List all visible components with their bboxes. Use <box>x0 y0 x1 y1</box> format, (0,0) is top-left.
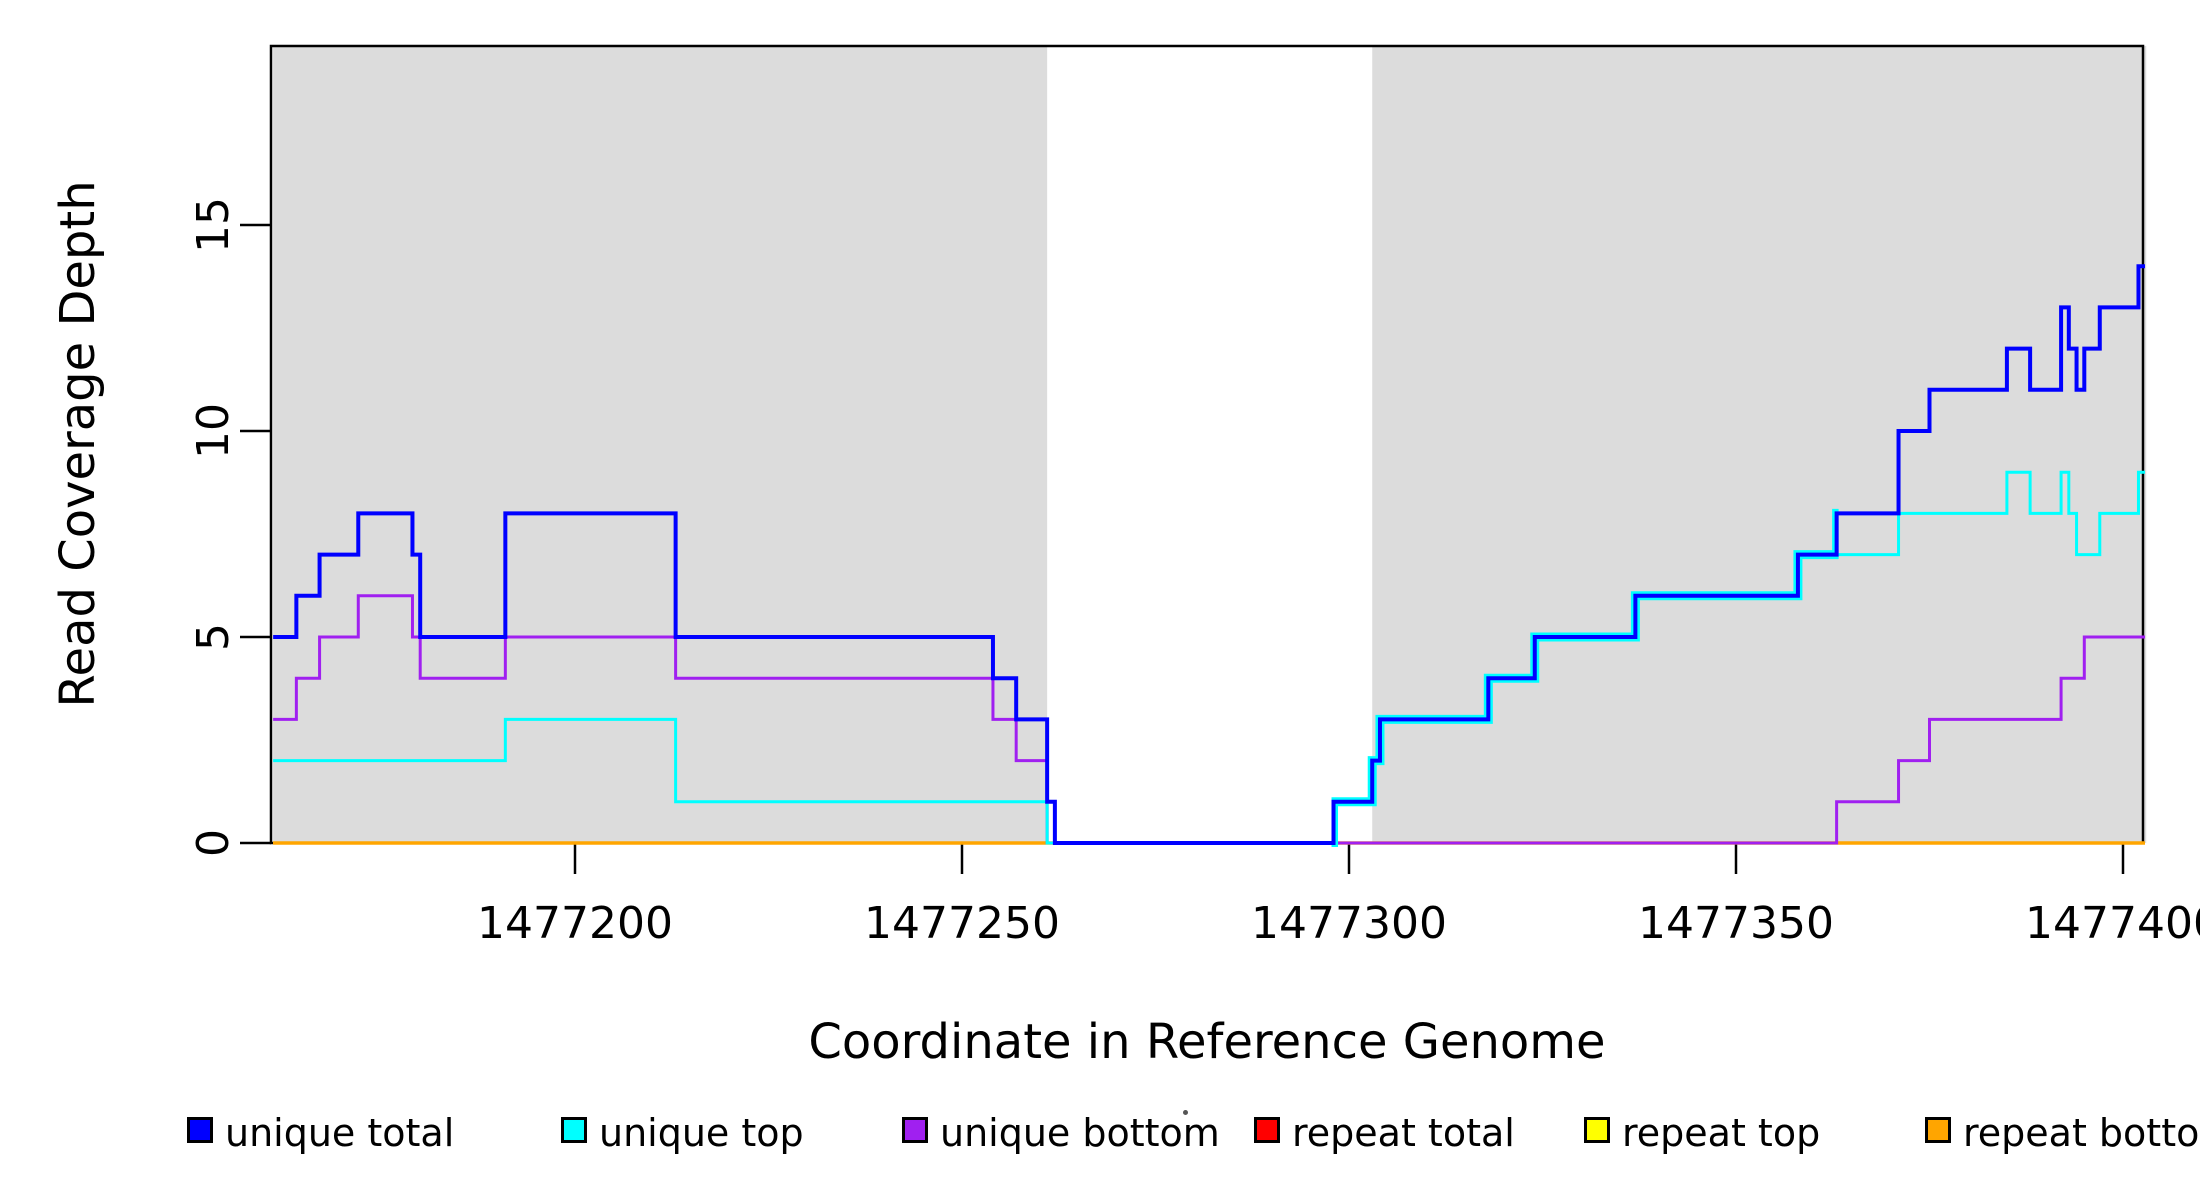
y-axis-tick-label: 5 <box>188 623 239 651</box>
y-axis-title: Read Coverage Depth <box>50 180 106 708</box>
x-axis-tick-label: 1477200 <box>477 898 673 949</box>
y-axis-tick-label: 0 <box>188 829 239 857</box>
y-axis-tick-label: 10 <box>188 403 239 459</box>
x-axis-title: Coordinate in Reference Genome <box>808 1014 1606 1070</box>
x-axis-tick-label: 1477350 <box>1638 898 1834 949</box>
x-axis-tick-label: 1477250 <box>864 898 1060 949</box>
series-layer <box>273 264 2145 847</box>
series-line-unique-bottom <box>273 594 2145 845</box>
series-line-unique-total <box>273 264 2145 845</box>
stray-dot-artifact <box>1183 1110 1188 1115</box>
unique-region-band <box>1372 46 2147 843</box>
x-axis-tick-label: 1477300 <box>1251 898 1447 949</box>
unique-region-band <box>273 46 1048 843</box>
y-axis-tick-label: 15 <box>188 197 239 253</box>
